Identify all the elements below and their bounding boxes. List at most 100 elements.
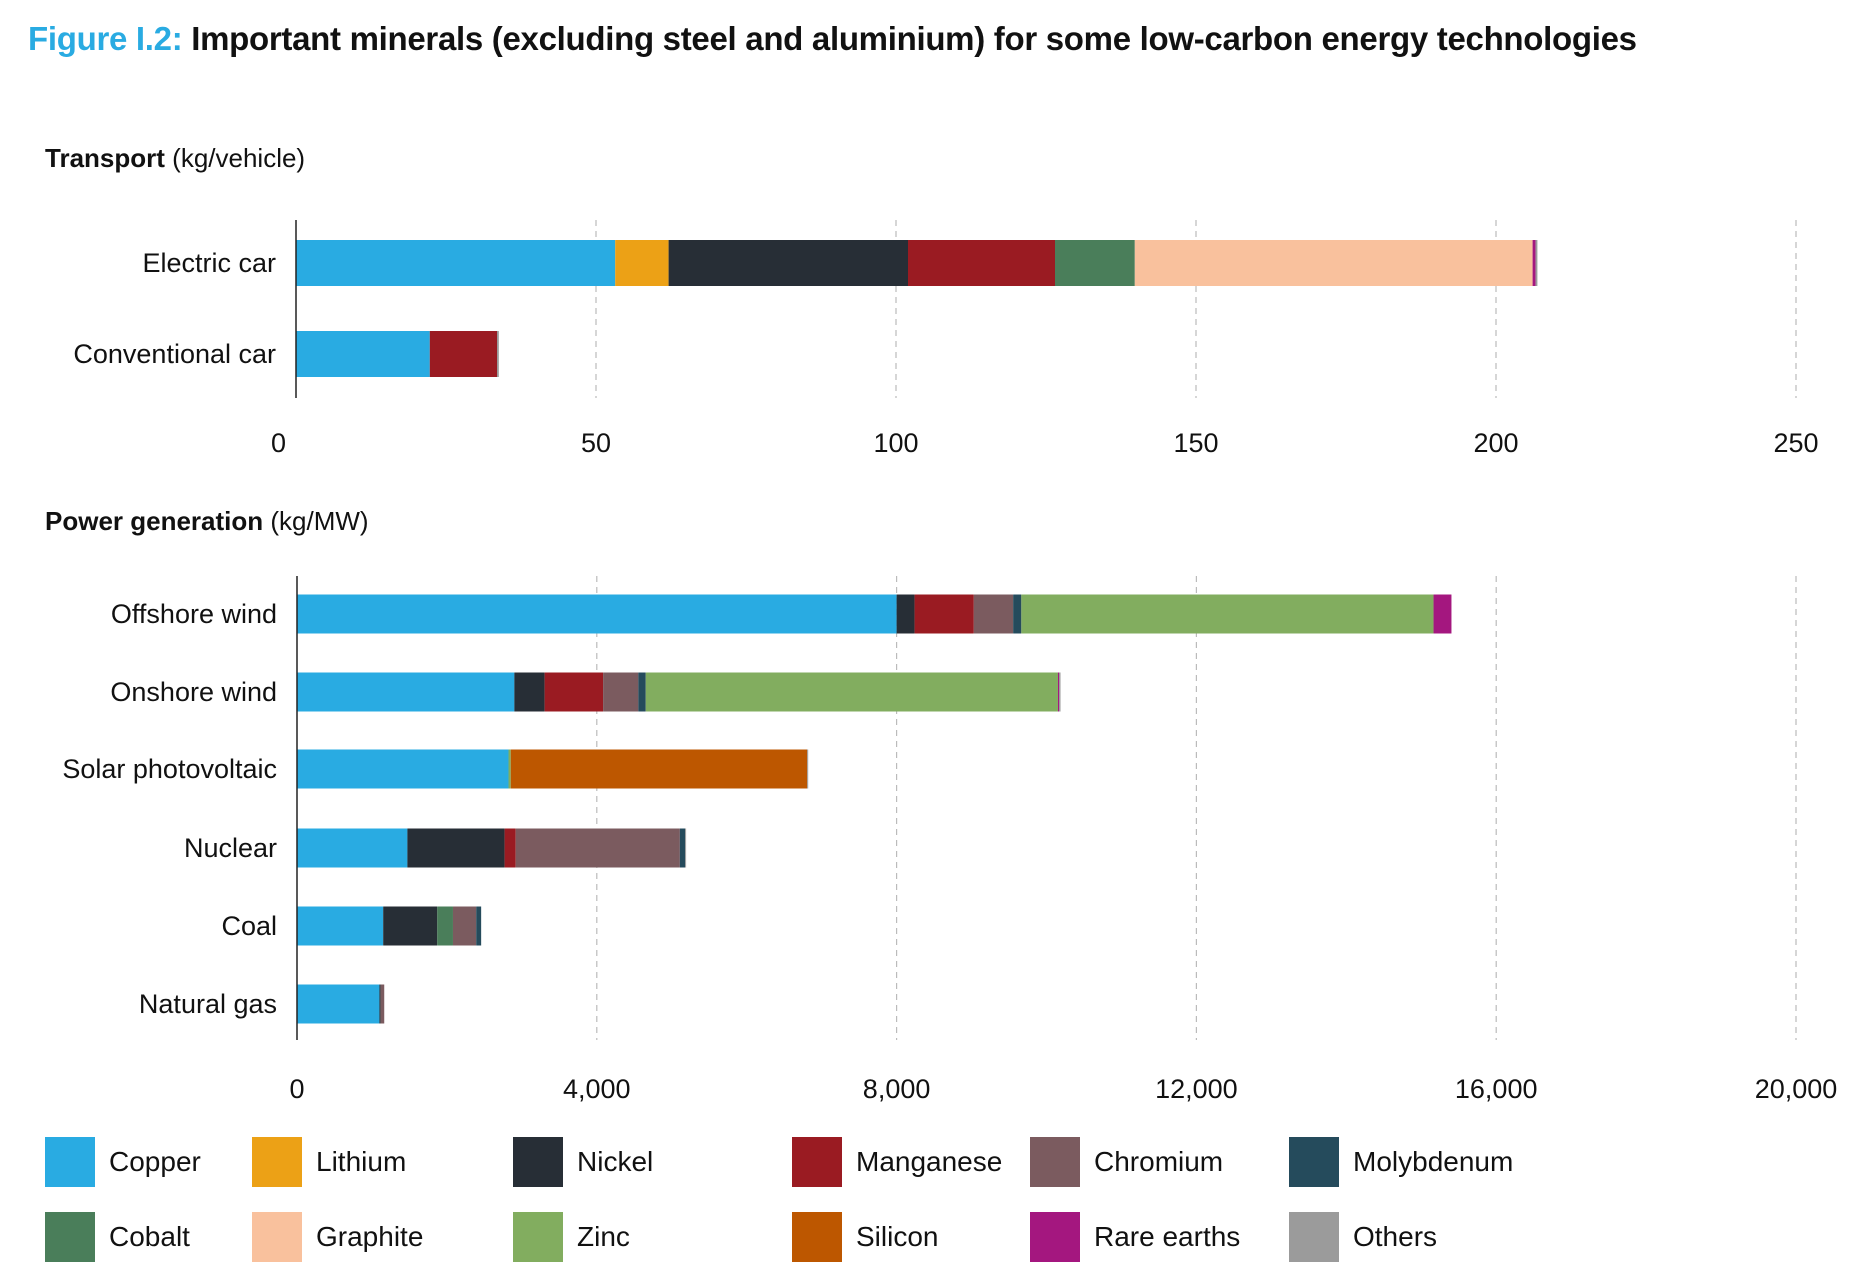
bar-segment-offshore-wind-molybdenum — [1013, 594, 1022, 634]
bar-segment-natural-gas-chromium — [380, 984, 385, 1024]
legend-label: Manganese — [856, 1146, 1003, 1177]
category-label: Electric car — [142, 248, 276, 278]
bar-segment-electric-car-nickel — [668, 240, 908, 286]
legend-item-others: Others — [1289, 1212, 1437, 1262]
legend-label: Chromium — [1094, 1146, 1224, 1177]
legend-swatch — [792, 1137, 842, 1187]
legend-item-silicon: Silicon — [792, 1212, 938, 1262]
bar-segment-onshore-wind-copper — [297, 672, 515, 712]
bar-segment-electric-car-cobalt — [1055, 240, 1135, 286]
bar-segment-coal-molybdenum — [476, 906, 482, 946]
x-tick-label: 16,000 — [1455, 1074, 1538, 1104]
x-tick-label: 8,000 — [863, 1074, 931, 1104]
bar-segment-offshore-wind-chromium — [973, 594, 1014, 634]
bar-segment-nuclear-copper — [297, 828, 408, 868]
bar-segment-coal-nickel — [383, 906, 438, 946]
legend-label: Nickel — [577, 1146, 654, 1177]
bar-segment-coal-cobalt — [437, 906, 453, 946]
bar-segment-nuclear-nickel — [407, 828, 505, 868]
legend-item-manganese: Manganese — [792, 1137, 1002, 1187]
bar-segment-electric-car-copper — [296, 240, 616, 286]
bar-segment-onshore-wind-zinc — [645, 672, 1058, 712]
bar-segment-nuclear-molybdenum — [679, 828, 686, 868]
bar-segment-solar-photovoltaic-zinc — [508, 749, 511, 789]
legend-item-molybdenum: Molybdenum — [1289, 1137, 1513, 1187]
bar-segment-onshore-wind-molybdenum — [638, 672, 646, 712]
bar-segment-offshore-wind-manganese — [914, 594, 974, 634]
legend-swatch — [513, 1137, 563, 1187]
legend-item-lithium: Lithium — [252, 1137, 406, 1187]
category-label: Conventional car — [73, 339, 276, 369]
legend-swatch — [513, 1212, 563, 1262]
figure-title: Figure I.2: Important minerals (excludin… — [28, 20, 1637, 58]
category-label: Onshore wind — [110, 677, 277, 707]
figure-number: Figure I.2: — [28, 20, 183, 57]
bar-segment-conventional-car-copper — [296, 331, 430, 377]
legend-label: Rare earths — [1094, 1221, 1241, 1252]
legend-label: Silicon — [856, 1221, 939, 1252]
bar-segment-natural-gas-copper — [297, 984, 380, 1024]
x-tick-label: 150 — [1173, 428, 1218, 458]
legend-swatch — [1030, 1212, 1080, 1262]
bar-segment-onshore-wind-rare-earths — [1057, 672, 1060, 712]
bar-segment-onshore-wind-others — [1059, 672, 1061, 712]
legend-label: Zinc — [577, 1221, 630, 1252]
bar-segment-nuclear-others — [685, 828, 687, 868]
legend-label: Cobalt — [109, 1221, 190, 1252]
bar-segment-onshore-wind-chromium — [603, 672, 639, 712]
x-tick-label: 20,000 — [1755, 1074, 1838, 1104]
legend-item-copper: Copper — [45, 1137, 201, 1187]
x-tick-label: 200 — [1473, 428, 1518, 458]
bar-segment-onshore-wind-manganese — [544, 672, 604, 712]
legend-label: Copper — [109, 1146, 201, 1177]
legend-item-rare-earths: Rare earths — [1030, 1212, 1240, 1262]
category-label: Natural gas — [139, 989, 277, 1019]
bar-segment-onshore-wind-nickel — [514, 672, 545, 712]
bar-segment-electric-car-rare-earths — [1532, 240, 1536, 286]
bar-segment-conventional-car-manganese — [429, 331, 497, 377]
legend-item-graphite: Graphite — [252, 1212, 423, 1262]
legend-label: Others — [1353, 1221, 1438, 1252]
figure-title-text: Important minerals (excluding steel and … — [191, 20, 1637, 57]
legend-swatch — [45, 1212, 95, 1262]
legend-label: Molybdenum — [1353, 1146, 1514, 1177]
x-tick-label: 50 — [581, 428, 611, 458]
bar-segment-electric-car-graphite — [1134, 240, 1533, 286]
category-label: Offshore wind — [111, 599, 277, 629]
bar-segment-coal-chromium — [452, 906, 477, 946]
category-label: Nuclear — [184, 833, 277, 863]
x-tick-label: 250 — [1773, 428, 1818, 458]
bar-segment-electric-car-lithium — [615, 240, 669, 286]
transport-title: Transport — [45, 143, 165, 173]
power-panel-label: Power generation (kg/MW) — [45, 506, 369, 537]
bar-segment-solar-photovoltaic-others — [807, 749, 809, 789]
bar-segment-conventional-car-others — [497, 331, 499, 377]
legend-item-chromium: Chromium — [1030, 1137, 1223, 1187]
legend-item-zinc: Zinc — [513, 1212, 630, 1262]
bar-segment-coal-copper — [297, 906, 384, 946]
legend-swatch — [1030, 1137, 1080, 1187]
legend-label: Lithium — [316, 1146, 407, 1177]
x-tick-label: 0 — [271, 428, 286, 458]
legend-swatch — [252, 1212, 302, 1262]
transport-unit: (kg/vehicle) — [172, 143, 306, 173]
legend-swatch — [792, 1212, 842, 1262]
bar-segment-electric-car-others — [1535, 240, 1538, 286]
bar-segment-solar-photovoltaic-copper — [297, 749, 509, 789]
bar-segment-nuclear-manganese — [504, 828, 516, 868]
bar-segment-nuclear-chromium — [515, 828, 680, 868]
bar-segment-offshore-wind-nickel — [896, 594, 915, 634]
legend-item-nickel: Nickel — [513, 1137, 653, 1187]
x-tick-label: 100 — [873, 428, 918, 458]
power-title: Power generation — [45, 506, 264, 536]
legend-swatch — [1289, 1212, 1339, 1262]
power-unit: (kg/MW) — [270, 506, 369, 536]
legend-swatch — [252, 1137, 302, 1187]
category-label: Solar photovoltaic — [62, 754, 277, 784]
legend-label: Graphite — [316, 1221, 424, 1252]
legend-swatch — [45, 1137, 95, 1187]
x-tick-label: 0 — [289, 1074, 304, 1104]
bar-segment-solar-photovoltaic-silicon — [510, 749, 808, 789]
x-tick-label: 12,000 — [1155, 1074, 1238, 1104]
